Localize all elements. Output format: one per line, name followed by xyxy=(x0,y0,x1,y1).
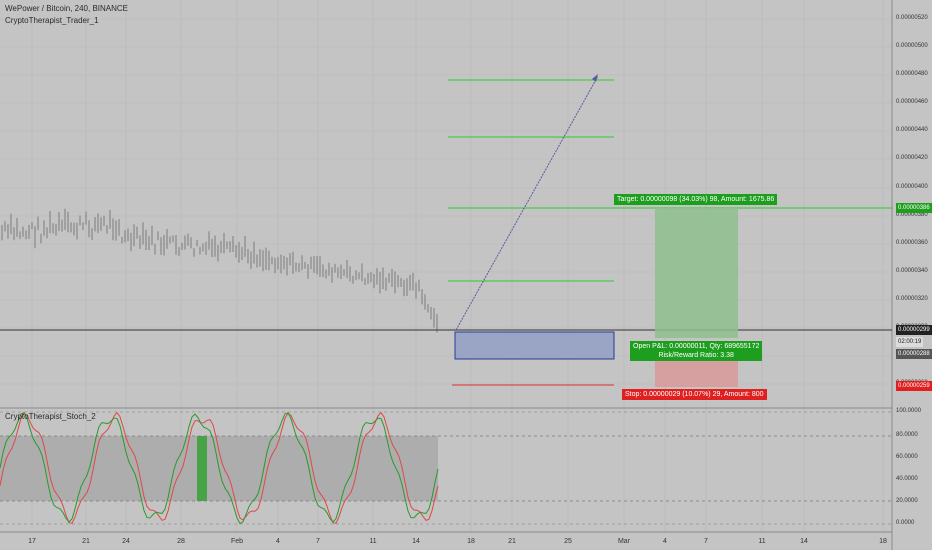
stop-zone[interactable] xyxy=(655,360,738,387)
symbol-title[interactable]: WePower / Bitcoin, 240, BINANCE xyxy=(5,4,129,13)
time-axis-label: 11 xyxy=(758,538,766,545)
risk-reward-label: Risk/Reward Ratio: 3.38 xyxy=(658,352,734,359)
time-axis-label: 4 xyxy=(276,538,280,545)
price-candles xyxy=(1,208,438,333)
price-axis-label: 0.00000460 xyxy=(896,99,928,105)
time-axis-label: 18 xyxy=(879,538,887,545)
time-axis-label: 21 xyxy=(82,538,90,545)
price-axis-label: 0.00000340 xyxy=(896,268,928,274)
time-axis-label: 25 xyxy=(564,538,572,545)
time-axis-label: 21 xyxy=(508,538,516,545)
time-axis-label: 28 xyxy=(177,538,185,545)
stoch-title[interactable]: CryptoTherapist_Stoch_2 xyxy=(5,412,96,421)
price-axis-label: 0.00000520 xyxy=(896,15,928,21)
stoch-axis-label: 80.0000 xyxy=(896,432,918,438)
time-axis-label: 14 xyxy=(412,538,420,545)
stop-tag[interactable]: Stop: 0.00000029 (10.07%) 29, Amount: 80… xyxy=(622,389,767,400)
stoch-axis-label: 40.0000 xyxy=(896,476,918,482)
indicator-title[interactable]: CryptoTherapist_Trader_1 xyxy=(5,16,99,25)
price-axis-label: 0.00000500 xyxy=(896,43,928,49)
time-axis-label: 17 xyxy=(28,538,36,545)
price-axis-label: 0.00000440 xyxy=(896,127,928,133)
open-pl-label: Open P&L: 0.00000011, Qty: 689655172 xyxy=(633,343,760,350)
price-axis-label: 0.00000400 xyxy=(896,184,928,190)
target-price-tag: 0.00000386 xyxy=(896,203,932,213)
time-axis-label: 4 xyxy=(663,538,667,545)
price-axis-label: 0.00000420 xyxy=(896,155,928,161)
time-axis-label: 7 xyxy=(704,538,708,545)
stoch-axis-label: 100.0000 xyxy=(896,408,922,414)
time-axis-label: 11 xyxy=(369,538,377,545)
stoch-axis-label: 20.0000 xyxy=(896,498,918,504)
price-axis-label: 0.00000320 xyxy=(896,296,928,302)
stop-price-tag: 0.00000259 xyxy=(896,381,932,391)
price-axis-label: 0.00000360 xyxy=(896,240,928,246)
stoch-signal-line xyxy=(0,411,439,524)
time-axis-label: 14 xyxy=(800,538,808,545)
time-axis-label: 24 xyxy=(122,538,130,545)
stoch-highlight xyxy=(197,436,207,501)
target-zone[interactable] xyxy=(655,208,738,338)
projection-arrow[interactable] xyxy=(455,75,599,331)
entry-box[interactable] xyxy=(454,331,615,360)
time-axis-label: Mar xyxy=(617,538,631,545)
price-axis-label: 0.00000480 xyxy=(896,71,928,77)
open-pl-tag[interactable]: Open P&L: 0.00000011, Qty: 689655172 Ris… xyxy=(630,341,763,361)
last-price-tag: 0.00000299 xyxy=(896,325,932,335)
time-axis-label: Feb xyxy=(230,538,244,545)
stoch-axis-label: 0.0000 xyxy=(896,520,915,526)
time-axis-label: 18 xyxy=(467,538,475,545)
stoch-axis-label: 60.0000 xyxy=(896,454,918,460)
target-tag[interactable]: Target: 0.00000098 (34.03%) 98, Amount: … xyxy=(614,194,778,205)
arrow-head-icon xyxy=(592,74,598,82)
entry-price-tag: 0.00000288 xyxy=(896,349,932,359)
stoch-main-line xyxy=(0,411,439,525)
time-axis-label: 7 xyxy=(316,538,320,545)
countdown-tag: 02:00:19 xyxy=(896,337,924,347)
price-axis-label: 0.00000380 xyxy=(896,212,928,218)
